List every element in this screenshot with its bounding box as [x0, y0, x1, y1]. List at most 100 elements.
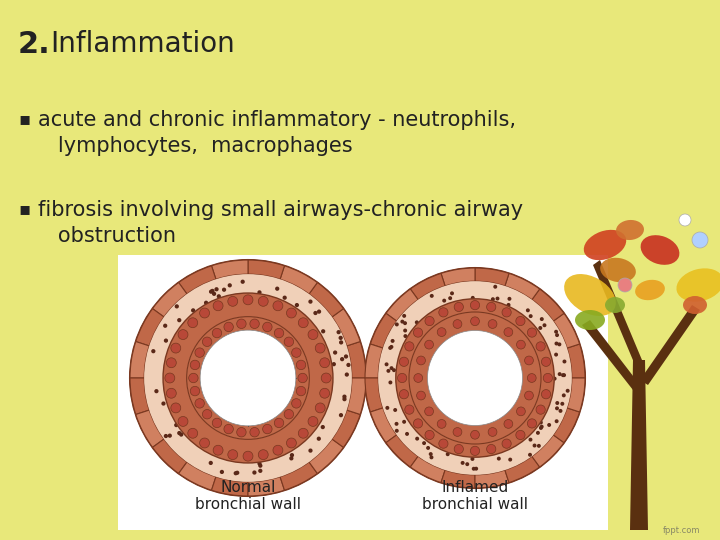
Circle shape	[513, 350, 517, 354]
Circle shape	[483, 429, 487, 433]
Circle shape	[428, 330, 523, 426]
Circle shape	[213, 366, 217, 369]
Circle shape	[561, 373, 565, 377]
Circle shape	[514, 375, 517, 379]
Circle shape	[562, 360, 567, 363]
Circle shape	[500, 376, 503, 379]
Circle shape	[228, 283, 232, 287]
Circle shape	[276, 345, 279, 348]
Circle shape	[317, 309, 321, 314]
Circle shape	[384, 362, 389, 366]
Circle shape	[220, 470, 224, 474]
Circle shape	[195, 348, 204, 357]
Circle shape	[298, 318, 308, 328]
Circle shape	[189, 373, 198, 383]
Circle shape	[425, 407, 433, 416]
Wedge shape	[567, 344, 585, 378]
Circle shape	[284, 409, 294, 419]
Circle shape	[415, 320, 419, 325]
Circle shape	[332, 362, 336, 366]
Wedge shape	[212, 260, 248, 279]
Circle shape	[163, 293, 333, 463]
Circle shape	[217, 294, 221, 299]
Circle shape	[298, 428, 308, 438]
Circle shape	[527, 374, 536, 382]
Circle shape	[421, 387, 425, 390]
Circle shape	[174, 423, 179, 427]
Circle shape	[430, 455, 433, 460]
Wedge shape	[309, 282, 343, 317]
Circle shape	[471, 430, 480, 439]
Circle shape	[402, 420, 406, 424]
Circle shape	[188, 428, 198, 438]
Circle shape	[562, 373, 566, 377]
Circle shape	[465, 462, 469, 466]
Circle shape	[554, 330, 558, 334]
Wedge shape	[532, 435, 564, 467]
Circle shape	[282, 295, 287, 300]
Circle shape	[417, 391, 426, 400]
Circle shape	[144, 274, 352, 482]
Circle shape	[395, 429, 399, 433]
Circle shape	[471, 296, 474, 300]
Circle shape	[553, 377, 557, 381]
Circle shape	[186, 316, 310, 440]
Circle shape	[210, 289, 215, 293]
Circle shape	[536, 342, 545, 351]
Circle shape	[516, 340, 526, 349]
Circle shape	[507, 303, 510, 307]
Circle shape	[273, 446, 283, 455]
Circle shape	[289, 409, 292, 413]
Circle shape	[528, 453, 532, 457]
Circle shape	[503, 343, 507, 346]
Circle shape	[252, 470, 256, 475]
Circle shape	[435, 418, 438, 421]
Circle shape	[212, 328, 222, 338]
Circle shape	[428, 452, 433, 456]
Circle shape	[471, 415, 474, 418]
Circle shape	[390, 366, 394, 370]
Text: fibrosis involving small airways-chronic airway
   obstruction: fibrosis involving small airways-chronic…	[38, 200, 523, 246]
Wedge shape	[309, 439, 343, 474]
Wedge shape	[280, 462, 318, 490]
Circle shape	[392, 368, 396, 372]
Circle shape	[512, 418, 515, 422]
Circle shape	[426, 399, 429, 402]
Circle shape	[250, 428, 259, 437]
Wedge shape	[136, 309, 164, 346]
Circle shape	[204, 301, 208, 305]
Circle shape	[425, 340, 433, 349]
Circle shape	[413, 328, 423, 337]
Circle shape	[539, 426, 543, 430]
Circle shape	[454, 302, 464, 312]
Circle shape	[402, 314, 406, 318]
Circle shape	[508, 457, 512, 462]
Circle shape	[315, 343, 325, 353]
Circle shape	[166, 388, 176, 398]
Circle shape	[195, 399, 204, 408]
Circle shape	[488, 428, 497, 436]
Circle shape	[294, 303, 299, 307]
Circle shape	[296, 357, 300, 361]
Circle shape	[235, 471, 239, 475]
Circle shape	[168, 434, 172, 438]
Circle shape	[679, 214, 691, 226]
Circle shape	[400, 389, 408, 399]
Circle shape	[300, 364, 304, 367]
Circle shape	[560, 402, 564, 406]
Circle shape	[493, 285, 498, 289]
Wedge shape	[370, 408, 397, 443]
Circle shape	[502, 308, 511, 317]
Circle shape	[233, 471, 238, 475]
Circle shape	[528, 437, 533, 442]
Circle shape	[385, 406, 390, 410]
Circle shape	[164, 339, 168, 343]
Wedge shape	[410, 456, 445, 483]
Circle shape	[274, 328, 284, 338]
Circle shape	[444, 376, 447, 380]
Circle shape	[177, 318, 181, 322]
Circle shape	[547, 423, 551, 427]
Circle shape	[425, 405, 428, 408]
Circle shape	[194, 353, 197, 357]
Wedge shape	[553, 313, 580, 348]
